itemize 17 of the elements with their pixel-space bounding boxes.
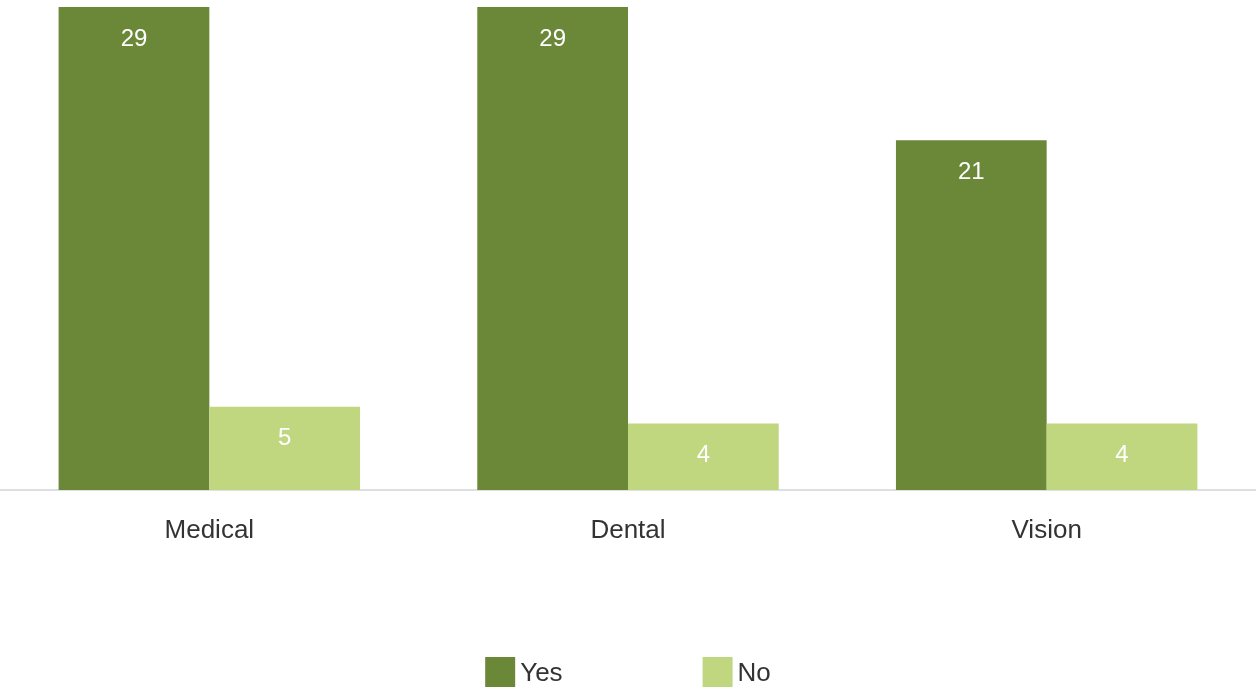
bar — [1046, 423, 1198, 490]
data-label: 29 — [120, 23, 148, 51]
legend-label: No — [737, 657, 771, 687]
x-tick-label: Medical — [164, 514, 255, 544]
bar — [628, 423, 779, 490]
bar — [477, 7, 628, 490]
data-label: 5 — [278, 423, 292, 451]
bar — [895, 140, 1047, 490]
x-tick-label: Vision — [1011, 514, 1082, 544]
data-label: 29 — [539, 23, 566, 51]
bar — [209, 406, 361, 490]
data-label: 4 — [1115, 439, 1129, 467]
legend-label: Yes — [520, 657, 563, 687]
data-label: 21 — [957, 156, 985, 184]
data-label: 4 — [696, 439, 711, 467]
x-tick-label: Dental — [590, 514, 666, 544]
bar — [58, 7, 210, 490]
